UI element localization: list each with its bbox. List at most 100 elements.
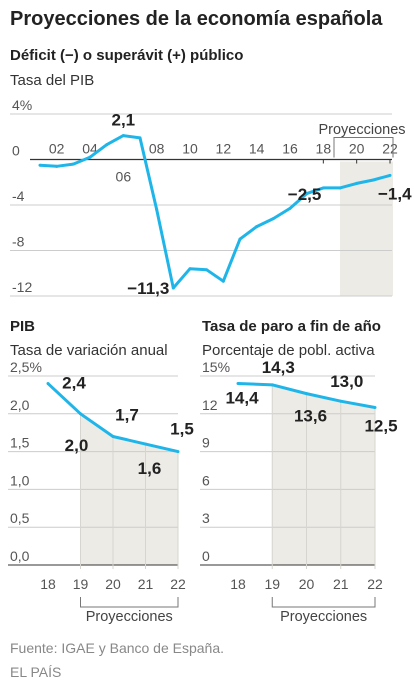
data-point bbox=[55, 164, 59, 168]
data-point bbox=[171, 286, 175, 290]
data-point bbox=[105, 143, 109, 147]
gdp-chart-title: PIB bbox=[10, 318, 36, 335]
y-tick-label: 15% bbox=[202, 359, 230, 375]
data-point bbox=[155, 208, 159, 212]
data-point bbox=[339, 399, 343, 403]
data-point bbox=[221, 279, 225, 283]
data-label: 1,6 bbox=[138, 459, 162, 478]
data-point bbox=[288, 206, 292, 210]
y-tick-label: 4% bbox=[12, 97, 32, 113]
unemployment-chart-title: Tasa de paro a fin de año bbox=[202, 318, 381, 335]
x-tick-label: 19 bbox=[73, 576, 89, 592]
x-tick-label: 20 bbox=[299, 576, 315, 592]
y-tick-label: 3 bbox=[202, 510, 210, 526]
data-label: −1,4 bbox=[378, 184, 412, 203]
y-tick-label: 0,0 bbox=[10, 548, 30, 564]
source-note: Fuente: IGAE y Banco de España. bbox=[10, 640, 225, 656]
x-tick-label: 18 bbox=[40, 576, 56, 592]
x-tick-label: 18 bbox=[230, 576, 246, 592]
y-tick-label: 2,0 bbox=[10, 397, 30, 413]
data-point bbox=[38, 163, 42, 167]
data-point bbox=[388, 173, 392, 177]
x-tick-label: 21 bbox=[333, 576, 349, 592]
data-point bbox=[121, 134, 125, 138]
projection-shade bbox=[340, 161, 393, 296]
y-tick-label: -4 bbox=[12, 188, 25, 204]
data-point bbox=[305, 192, 309, 196]
x-tick-label: 14 bbox=[249, 141, 265, 157]
data-label: 14,3 bbox=[262, 358, 295, 377]
data-point bbox=[138, 136, 142, 140]
data-point bbox=[46, 382, 50, 386]
data-point bbox=[270, 383, 274, 387]
y-tick-label: 9 bbox=[202, 435, 210, 451]
data-point bbox=[271, 217, 275, 221]
data-point bbox=[355, 181, 359, 185]
y-tick-label: 12 bbox=[202, 397, 218, 413]
data-point bbox=[188, 267, 192, 271]
x-tick-label: 22 bbox=[382, 141, 398, 157]
x-tick-label: 22 bbox=[367, 576, 383, 592]
data-point bbox=[305, 392, 308, 396]
projection-label: Proyecciones bbox=[280, 609, 367, 625]
y-tick-label: -12 bbox=[12, 279, 32, 295]
data-label: 1,7 bbox=[115, 405, 139, 424]
data-point bbox=[88, 155, 92, 159]
data-point bbox=[238, 237, 242, 241]
projection-label: Proyecciones bbox=[318, 122, 405, 138]
data-label: 13,6 bbox=[294, 407, 327, 426]
deficit-chart-unit: Tasa del PIB bbox=[10, 72, 95, 89]
x-tick-label: 20 bbox=[349, 141, 365, 157]
data-point bbox=[373, 406, 377, 409]
data-point bbox=[111, 434, 115, 438]
x-tick-label: 19 bbox=[264, 576, 280, 592]
data-label: −2,5 bbox=[288, 185, 322, 204]
y-tick-label: -8 bbox=[12, 234, 25, 250]
data-point bbox=[79, 412, 82, 416]
data-point bbox=[371, 178, 375, 182]
data-point bbox=[255, 225, 259, 229]
deficit-series-line bbox=[39, 134, 391, 290]
x-tick-label: 02 bbox=[49, 141, 65, 157]
page-title: Proyecciones de la economía española bbox=[10, 8, 383, 30]
data-point bbox=[205, 268, 209, 272]
x-tick-label: 16 bbox=[282, 141, 298, 157]
x-tick-label: 22 bbox=[170, 576, 186, 592]
y-tick-label: 0,5 bbox=[10, 510, 30, 526]
data-point bbox=[71, 162, 75, 166]
projection-shade bbox=[272, 384, 375, 565]
y-tick-label: 6 bbox=[202, 472, 210, 488]
x-tick-label: 18 bbox=[316, 141, 332, 157]
y-tick-label: 0 bbox=[202, 548, 210, 564]
data-label: −11,3 bbox=[127, 279, 169, 298]
deficit-chart-title: Déficit (−) o superávit (+) público bbox=[10, 47, 244, 64]
y-tick-label: 0 bbox=[12, 143, 20, 159]
data-point bbox=[144, 442, 147, 446]
projection-bracket bbox=[333, 137, 394, 158]
gdp-chart-unit: Tasa de variación anual bbox=[10, 342, 168, 359]
data-label: 14,4 bbox=[225, 389, 259, 408]
x-tick-label: 08 bbox=[149, 141, 165, 157]
data-point bbox=[321, 186, 325, 190]
y-tick-label: 1,5 bbox=[10, 435, 30, 451]
data-label: 12,5 bbox=[364, 417, 397, 436]
x-tick-label: 10 bbox=[182, 141, 198, 157]
projection-label: Proyecciones bbox=[86, 609, 173, 625]
data-label: 2,1 bbox=[112, 111, 136, 130]
x-tick-label: 12 bbox=[216, 141, 232, 157]
y-tick-label: 2,5% bbox=[10, 359, 42, 375]
data-point bbox=[176, 450, 180, 454]
x-tick-label: 06 bbox=[116, 169, 132, 185]
projection-bracket bbox=[271, 597, 376, 608]
projection-bracket bbox=[80, 597, 179, 608]
unemployment-chart-unit: Porcentaje de pobl. activa bbox=[202, 342, 375, 359]
brand: EL PAÍS bbox=[10, 664, 62, 680]
data-label: 1,5 bbox=[170, 420, 194, 439]
data-point bbox=[338, 186, 342, 190]
y-tick-label: 1,0 bbox=[10, 472, 30, 488]
x-tick-label: 20 bbox=[105, 576, 121, 592]
data-label: 2,4 bbox=[62, 374, 86, 393]
